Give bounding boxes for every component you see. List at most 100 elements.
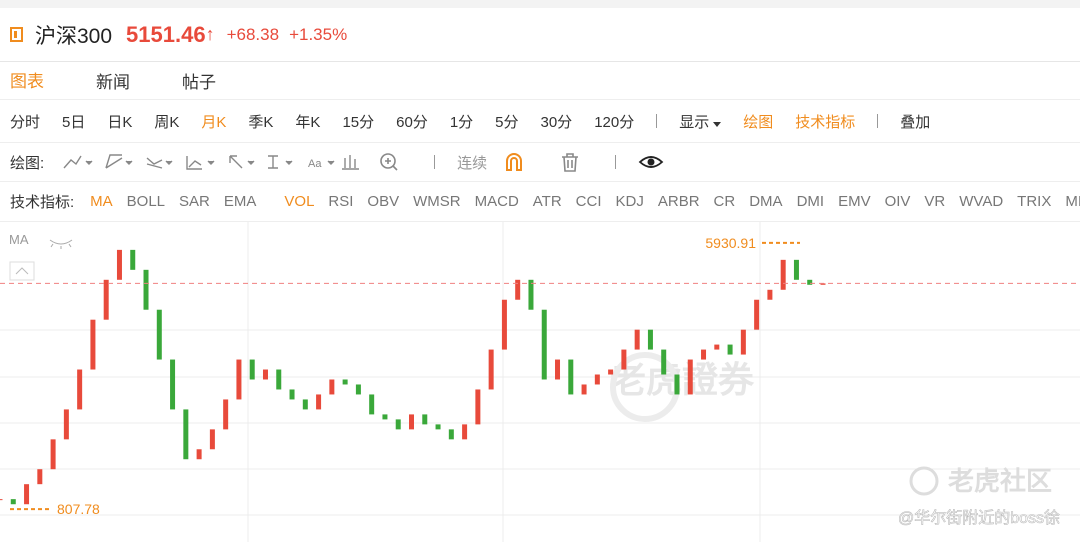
indicator[interactable]: EMV (838, 193, 871, 210)
candle (767, 289, 773, 300)
candle (0, 499, 3, 501)
candle (130, 249, 136, 270)
period[interactable]: 15分 (342, 113, 375, 131)
candle (608, 369, 614, 375)
tabs: 图表 新闻 帖子 (0, 62, 1080, 100)
candle (621, 349, 627, 370)
indicator[interactable]: SAR (179, 193, 210, 210)
candle (116, 249, 122, 280)
trash-icon (562, 153, 579, 172)
draw-bar: 绘图: Aa 连续 (0, 143, 1080, 182)
candle (170, 359, 176, 410)
indicator-tool[interactable]: 技术指标 (795, 113, 856, 131)
indicator-label: 技术指标: (10, 194, 75, 211)
overlay-tool[interactable]: 叠加 (900, 113, 931, 131)
candle (409, 414, 414, 430)
indicator[interactable]: VR (924, 193, 946, 210)
candle (249, 359, 255, 380)
watermark: 老虎社区 (948, 466, 1052, 496)
candle (807, 279, 813, 285)
indicator[interactable]: OIV (884, 193, 911, 210)
candle (77, 369, 83, 410)
eye-closed-icon (49, 239, 73, 249)
zoom-icon (380, 153, 398, 171)
separator (656, 114, 658, 128)
indicator[interactable]: ATR (532, 193, 562, 210)
watermark-author: @华尔街附近的boss徐 (898, 509, 1060, 527)
indicator[interactable]: KDJ (615, 193, 644, 210)
period[interactable]: 日K (107, 113, 133, 131)
header: 沪深300 5151.46 ↑ +68.38 +1.35% (0, 0, 1080, 62)
candle (24, 484, 30, 505)
candle (10, 499, 16, 505)
change-pct: +1.35% (289, 24, 348, 44)
period[interactable]: 5分 (495, 113, 519, 131)
period[interactable]: 30分 (540, 113, 573, 131)
separator (434, 155, 436, 169)
candle (422, 414, 428, 425)
indicator[interactable]: RSI (328, 193, 354, 210)
magnet-icon (506, 153, 523, 171)
candle (63, 409, 69, 440)
draw-label: 绘图: (10, 154, 45, 172)
indicator[interactable]: MA (90, 193, 113, 210)
continuous[interactable]: 连续 (457, 154, 488, 172)
candle (501, 299, 507, 350)
period[interactable]: 5日 (62, 113, 86, 131)
collapse-button[interactable] (9, 261, 35, 281)
indicator[interactable]: DMI (796, 193, 825, 210)
tab[interactable]: 图表 (10, 62, 44, 99)
indicator[interactable]: WMSR (413, 193, 461, 210)
candle (342, 379, 348, 385)
period-bar: 分时 5日 日K 周K 月K 季K 年K 15分 60分 1分 5分 30分 120分 显示 绘图 技术指标 叠… (0, 100, 1080, 143)
indicator[interactable]: DMA (749, 193, 783, 210)
indicator[interactable]: BOLL (126, 193, 166, 210)
indicator[interactable]: VOL (284, 193, 315, 210)
candle (395, 419, 401, 430)
candle (236, 359, 242, 400)
indicator-bar: 技术指标: MA BOLL SAR EMA VOL RSI OBV WMSR MACD ATR CCI… (0, 182, 1080, 222)
period[interactable]: 120分 (594, 113, 635, 131)
indicator[interactable]: WVAD (959, 193, 1004, 210)
candle (647, 329, 653, 350)
indicator[interactable]: MI (1065, 193, 1080, 210)
candle (661, 349, 667, 375)
period[interactable]: 季K (248, 113, 274, 131)
indicator[interactable]: MACD (474, 193, 519, 210)
dropdown-arrow (713, 121, 722, 131)
display-menu[interactable]: 显示 (679, 111, 722, 132)
indicator[interactable]: EMA (223, 193, 257, 210)
candle (581, 384, 587, 395)
indicator[interactable]: OBV (367, 193, 400, 210)
up-arrow: ↑ (205, 24, 215, 44)
period[interactable]: 1分 (449, 113, 474, 131)
candle (156, 309, 162, 360)
tab[interactable]: 帖子 (182, 73, 216, 92)
icon (10, 27, 23, 42)
candle (568, 359, 574, 395)
candle (462, 424, 468, 440)
separator (615, 155, 617, 169)
indicator[interactable]: CR (713, 193, 736, 210)
tab[interactable]: 新闻 (96, 73, 130, 92)
candle (435, 424, 441, 430)
period[interactable]: 60分 (396, 113, 428, 131)
chart: MA 老虎證券 老虎社区 @华尔街附近的boss徐 5930.91 807.78 (0, 222, 1080, 542)
candle (329, 379, 335, 395)
grid (0, 222, 1080, 542)
candle (143, 269, 149, 310)
eye-icon (638, 156, 664, 168)
draw-tool[interactable]: 绘图 (743, 113, 774, 131)
candle (687, 359, 693, 395)
period[interactable]: 分时 (10, 113, 41, 131)
svg-text:Aa: Aa (308, 158, 322, 170)
indicator[interactable]: CCI (575, 193, 602, 210)
candle (316, 394, 322, 410)
period[interactable]: 周K (154, 113, 180, 131)
period[interactable]: 年K (295, 113, 321, 131)
period[interactable]: 月K (201, 113, 227, 131)
candle (382, 414, 388, 420)
indicator[interactable]: ARBR (657, 193, 700, 210)
candle (780, 259, 786, 290)
indicator[interactable]: TRIX (1017, 193, 1052, 210)
